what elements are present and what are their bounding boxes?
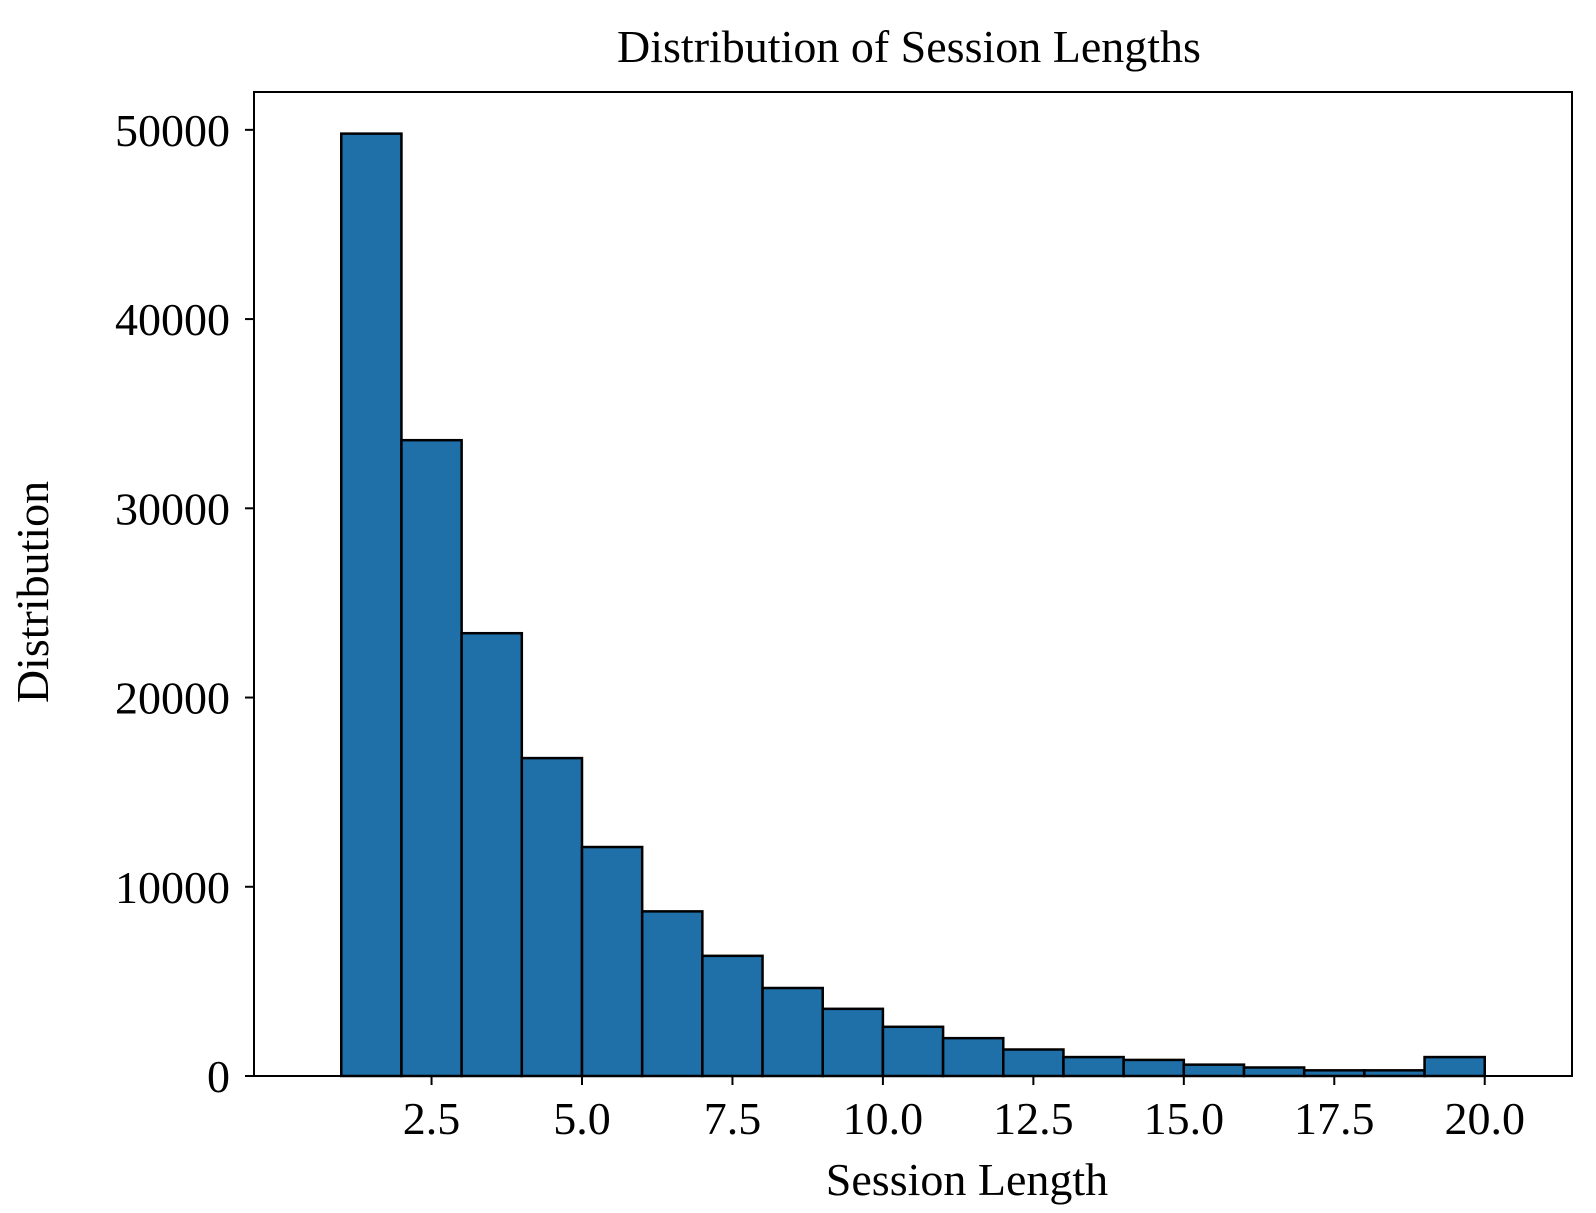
y-tick-label: 0 [207, 1051, 230, 1102]
histogram-bar [1062, 1055, 1125, 1078]
x-tick-label: 7.5 [704, 1093, 762, 1144]
x-tick-label: 10.0 [843, 1093, 924, 1144]
y-tick-label: 20000 [115, 673, 230, 724]
x-tick-label: 17.5 [1294, 1093, 1375, 1144]
histogram-bar [1002, 1048, 1065, 1078]
chart-title: Distribution of Session Lengths [617, 21, 1201, 72]
histogram-bar [1423, 1055, 1486, 1078]
histogram-bar [640, 910, 704, 1078]
histogram-bar [1122, 1058, 1186, 1078]
y-tick-label: 10000 [115, 862, 230, 913]
histogram-bar [701, 954, 764, 1078]
histogram-bar [520, 756, 584, 1078]
x-tick-label: 5.0 [553, 1093, 611, 1144]
histogram-bar [580, 845, 644, 1078]
histogram-bar [941, 1036, 1005, 1078]
histogram-bar [881, 1025, 945, 1078]
x-axis-label: Session Length [826, 1154, 1108, 1205]
histogram-bar [1242, 1066, 1306, 1078]
y-tick-label: 50000 [115, 105, 230, 156]
x-tick-label: 20.0 [1444, 1093, 1525, 1144]
y-axis: 0 10000 20000 30000 40000 50000 [115, 105, 254, 1102]
y-tick-label: 40000 [115, 294, 230, 345]
plot-frame [253, 91, 1573, 1077]
y-axis-label: Distribution [7, 481, 58, 703]
x-tick-label: 15.0 [1144, 1093, 1225, 1144]
y-tick-label: 30000 [115, 483, 230, 534]
x-tick-label: 12.5 [993, 1093, 1074, 1144]
x-tick-label: 2.5 [403, 1093, 461, 1144]
histogram-bar [340, 132, 403, 1078]
histogram-bar [460, 631, 524, 1078]
histogram-bar [1182, 1063, 1246, 1078]
bar-group [340, 132, 1486, 1078]
histogram-bar [761, 986, 824, 1078]
histogram-bar [400, 438, 463, 1078]
x-axis: 2.5 5.0 7.5 10.0 12.5 15.0 17.5 20.0 [403, 1076, 1525, 1144]
histogram-bar [821, 1007, 885, 1078]
